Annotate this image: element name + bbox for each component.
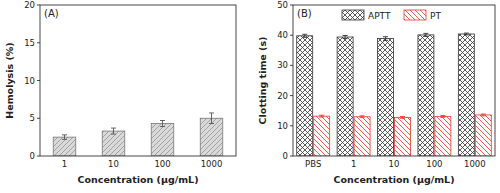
bar: [378, 39, 394, 156]
error-bar: [343, 36, 348, 39]
error-bar: [383, 37, 388, 41]
y-tick-label: 50: [277, 0, 288, 10]
legend-label: APTT: [368, 11, 391, 21]
y-axis-title: Clotting time (s): [257, 37, 268, 125]
x-tick-label: 10: [389, 159, 400, 169]
y-tick: [290, 5, 293, 6]
x-tick-label: 10: [108, 159, 119, 169]
error-bar: [440, 116, 445, 118]
y-tick: [290, 35, 293, 36]
y-tick-label: 30: [277, 60, 288, 70]
y-tick-label: 15: [24, 38, 35, 48]
legend: APTT PT: [342, 10, 441, 21]
y-tick: [37, 156, 40, 157]
panel-label: (B): [297, 8, 312, 19]
x-tick-label: 1000: [464, 159, 486, 169]
error-bar: [62, 135, 67, 140]
y-tick: [290, 156, 293, 157]
plot-frame: [293, 5, 495, 156]
error-bar: [464, 33, 469, 35]
y-tick: [37, 5, 40, 6]
y-tick-label: 0: [30, 151, 35, 161]
x-tick-label: 100: [154, 159, 170, 169]
error-bar: [319, 115, 324, 117]
bars: [297, 33, 492, 156]
bar: [435, 116, 451, 156]
plot-frame: [40, 5, 236, 156]
bar: [297, 36, 313, 156]
bar: [475, 115, 491, 156]
error-bar: [160, 121, 165, 127]
error-bar: [360, 116, 365, 118]
y-axis-title: Hemolysis (%): [4, 42, 15, 118]
y-tick-label: 10: [24, 76, 35, 86]
error-bar: [209, 113, 214, 124]
panel: 0 10 20 30 40 50 PBS 1 10 100 1000 Concentration (μ…: [257, 0, 495, 185]
x-axis-title: Concentration (μg/mL): [77, 174, 198, 185]
bar: [314, 116, 330, 156]
y-tick: [37, 80, 40, 81]
bar: [151, 124, 174, 156]
bar: [102, 131, 125, 156]
bar: [53, 137, 76, 156]
figure: 051015201101001000Concentration (μg/mL)H…: [0, 0, 500, 193]
bar: [395, 117, 411, 156]
panel: 0 5 10 15 20 1 10 100 1000Concentration (μg/mL) H…: [4, 0, 236, 185]
bar: [458, 34, 474, 156]
legend-label: PT: [430, 11, 441, 21]
y-tick-label: 10: [277, 121, 288, 131]
bar: [354, 117, 370, 156]
bars: [53, 113, 223, 156]
legend-swatch: [404, 10, 426, 20]
y-tick-label: 5: [30, 113, 35, 123]
x-tick-label: 1: [351, 159, 356, 169]
y-tick-label: 20: [24, 0, 35, 10]
x-tick-label: 1000: [201, 159, 223, 169]
x-tick-label: 1: [62, 159, 67, 169]
error-bar: [302, 34, 307, 37]
y-tick-label: 20: [277, 91, 288, 101]
bar: [418, 35, 434, 156]
y-tick: [290, 65, 293, 66]
y-tick: [37, 118, 40, 119]
error-bar: [423, 33, 428, 36]
error-bar: [400, 116, 405, 118]
legend-swatch: [342, 10, 364, 20]
y-tick-label: 40: [277, 30, 288, 40]
error-bar: [111, 128, 116, 134]
bar: [337, 37, 353, 156]
y-tick-label: 0: [283, 151, 288, 161]
x-tick-label: 100: [426, 159, 442, 169]
error-bar: [481, 114, 486, 116]
y-tick: [37, 42, 40, 43]
x-axis-title: Concentration (μg/mL): [333, 174, 454, 185]
x-tick-label: PBS: [305, 159, 321, 169]
y-tick: [290, 125, 293, 126]
y-tick: [290, 95, 293, 96]
panel-label: (A): [44, 8, 59, 19]
